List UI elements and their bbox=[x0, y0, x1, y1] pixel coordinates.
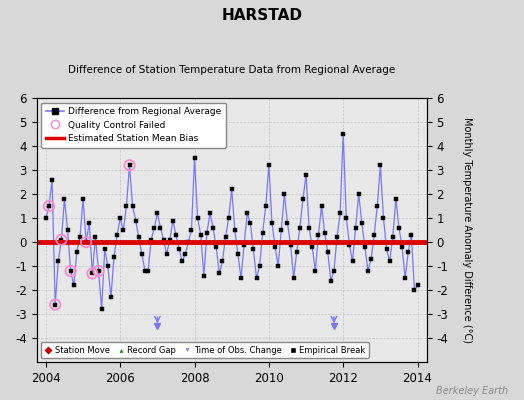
Text: Berkeley Earth: Berkeley Earth bbox=[436, 386, 508, 396]
Text: HARSTAD: HARSTAD bbox=[222, 8, 302, 23]
Y-axis label: Monthly Temperature Anomaly Difference (°C): Monthly Temperature Anomaly Difference (… bbox=[462, 117, 472, 343]
Point bbox=[125, 162, 134, 168]
Point bbox=[88, 270, 96, 276]
Legend: Station Move, Record Gap, Time of Obs. Change, Empirical Break: Station Move, Record Gap, Time of Obs. C… bbox=[41, 342, 369, 358]
Point bbox=[45, 203, 53, 209]
Title: Difference of Station Temperature Data from Regional Average: Difference of Station Temperature Data f… bbox=[68, 65, 395, 75]
Point bbox=[57, 236, 66, 243]
Point bbox=[94, 268, 103, 274]
Point bbox=[67, 268, 75, 274]
Point bbox=[82, 239, 90, 245]
Point bbox=[51, 302, 59, 308]
